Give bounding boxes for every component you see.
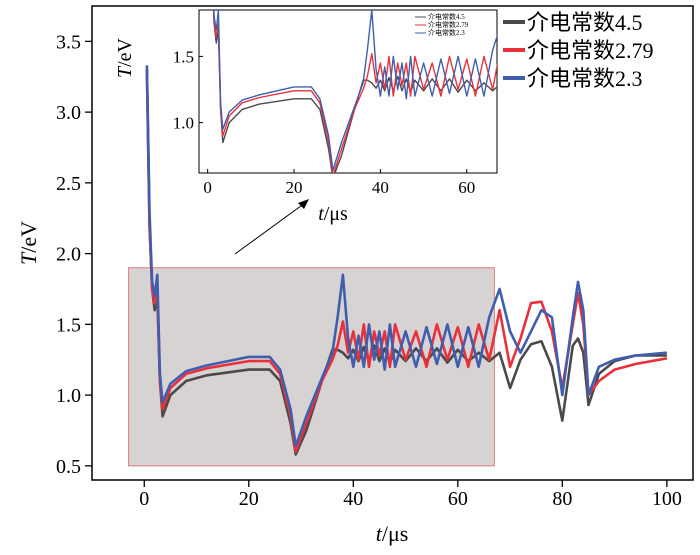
- inset-legend: 介电常数4.5 介电常数2.79 介电常数2.3: [415, 12, 469, 37]
- inset-x-tick-label: 0: [203, 178, 212, 197]
- x-tick-label: 40: [343, 488, 363, 510]
- inset-legend-label-2: 介电常数2.79: [428, 20, 469, 29]
- main-x-ticks: 0 20 40 60 80 100: [139, 480, 682, 510]
- x-axis-title: t/μs: [376, 521, 409, 546]
- x-tick-label: 0: [139, 488, 149, 510]
- inset-legend-label-1: 介电常数4.5: [428, 12, 465, 21]
- zoom-arrow-line: [234, 202, 306, 255]
- y-axis-title: T/eV: [16, 221, 41, 265]
- inset-y-tick-label: 1.0: [173, 114, 194, 133]
- y-tick-label: 0.5: [56, 456, 81, 478]
- legend-label-3: 介电常数2.3: [527, 66, 643, 91]
- y-tick-label: 3.5: [56, 31, 81, 53]
- inset-y-axis-title: T/eV: [114, 37, 136, 78]
- legend-label-2: 介电常数2.79: [527, 38, 654, 63]
- x-tick-label: 20: [239, 488, 259, 510]
- y-tick-label: 3.0: [56, 102, 81, 124]
- y-tick-label: 1.5: [56, 314, 81, 336]
- y-tick-label: 2.0: [56, 244, 81, 266]
- inset-x-tick-label: 20: [286, 178, 303, 197]
- inset-series-line-1: [212, 10, 497, 173]
- x-tick-label: 80: [552, 488, 572, 510]
- inset-x-ticks: 0 20 40 60: [203, 169, 475, 197]
- inset-legend-label-3: 介电常数2.3: [428, 28, 465, 37]
- main-plot-frame: [91, 5, 694, 481]
- y-tick-label: 2.5: [56, 173, 81, 195]
- legend: 介电常数4.5 介电常数2.79 介电常数2.3: [503, 10, 654, 91]
- legend-label-1: 介电常数4.5: [527, 10, 643, 35]
- y-tick-label: 1.0: [56, 385, 81, 407]
- inset-series-group: [212, 10, 497, 173]
- inset-frame: [198, 9, 498, 174]
- main-y-ticks: 0.5 1.0 1.5 2.0 2.5 3.0 3.5: [56, 31, 92, 478]
- x-tick-label: 60: [448, 488, 468, 510]
- inset-series-line-3: [213, 10, 497, 172]
- highlight-region: [128, 267, 495, 467]
- x-tick-label: 100: [652, 488, 682, 510]
- series-line-3: [145, 65, 668, 448]
- inset-x-tick-label: 60: [458, 178, 475, 197]
- inset-x-tick-label: 40: [372, 178, 389, 197]
- inset-y-tick-label: 1.5: [173, 47, 194, 66]
- zoom-arrow-head: [298, 199, 309, 209]
- inset-y-ticks: 1.0 1.5: [173, 47, 203, 133]
- inset-x-axis-title: t/μs: [318, 203, 348, 225]
- main-series-group: [145, 65, 668, 456]
